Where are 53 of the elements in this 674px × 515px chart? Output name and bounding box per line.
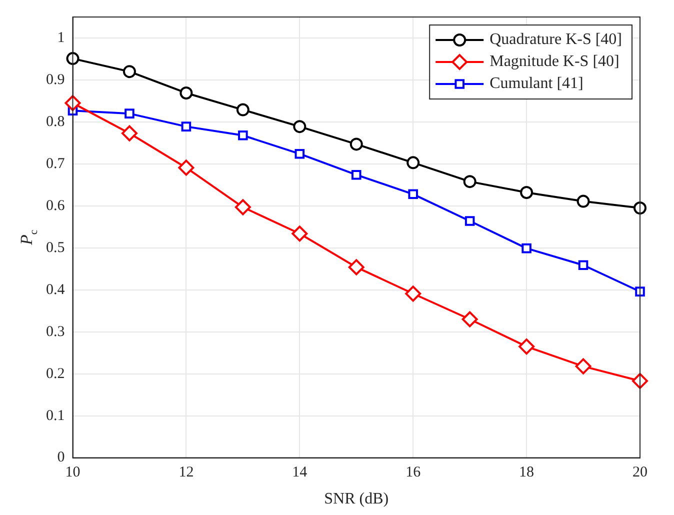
legend-label: Cumulant [41]: [490, 75, 584, 92]
point: [351, 170, 362, 180]
point: [124, 108, 134, 118]
point: [180, 86, 193, 100]
point: [634, 202, 646, 215]
point: [464, 216, 475, 226]
point: [406, 156, 420, 170]
point: [518, 338, 535, 355]
y-tick-label: 0.6: [46, 198, 66, 214]
x-tick-label: 18: [519, 464, 534, 481]
y-tick-label: 0.1: [46, 408, 65, 424]
point: [292, 226, 308, 242]
point: [522, 243, 532, 254]
x-tick-label: 14: [292, 464, 308, 481]
point: [238, 130, 248, 140]
point: [293, 120, 306, 134]
point: [575, 358, 592, 374]
y-tick-label: 0.8: [46, 114, 65, 130]
x-tick-label: 12: [178, 464, 194, 481]
point: [122, 65, 136, 78]
point: [463, 175, 476, 188]
y-tick-label: 0.4: [46, 282, 66, 298]
y-axis-title: Pc: [17, 230, 40, 246]
point: [121, 125, 138, 142]
x-tick-label: 10: [65, 464, 80, 481]
x-axis-title: SNR (dB): [324, 490, 389, 508]
y-tick-label: 0.9: [46, 72, 65, 88]
x-tick-label: 16: [406, 464, 422, 481]
point: [576, 194, 590, 208]
point: [178, 160, 194, 176]
y-tick-label: 1: [57, 30, 65, 46]
point: [635, 286, 645, 296]
legend-label: Quadrature K-S [40]: [490, 31, 622, 48]
point: [181, 122, 192, 132]
point: [520, 186, 534, 199]
point: [234, 199, 251, 216]
point: [462, 311, 478, 328]
y-tick-label: 0.3: [46, 324, 65, 340]
point: [348, 259, 364, 276]
point: [294, 148, 305, 159]
y-tick-label: 0: [57, 450, 65, 466]
y-tick-label: 0.7: [46, 156, 66, 172]
point: [408, 189, 418, 200]
point: [64, 95, 81, 112]
point: [66, 52, 80, 66]
legend-label: Magnitude K-S [40]: [490, 53, 620, 70]
x-tick-label: 20: [632, 464, 648, 481]
y-tick-label: 0.2: [46, 366, 65, 382]
point: [405, 286, 422, 302]
y-tick-label: 0.5: [46, 240, 65, 256]
point: [350, 138, 363, 151]
point: [236, 103, 250, 116]
point: [578, 260, 588, 270]
